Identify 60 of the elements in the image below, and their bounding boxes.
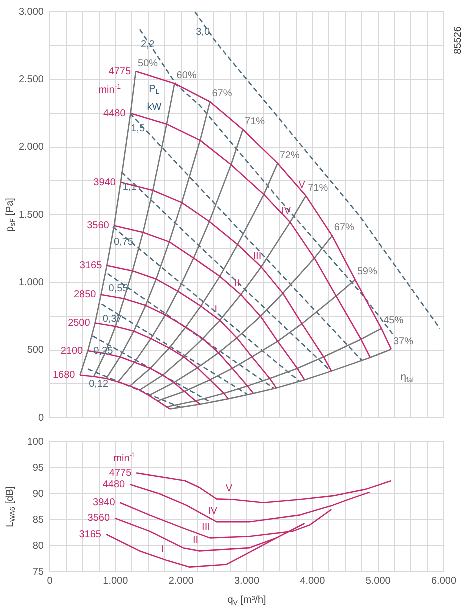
y-tick-label: 2.500	[18, 74, 44, 86]
annotation: IV	[208, 506, 218, 517]
y-tick-label: 85	[32, 514, 44, 526]
x-tick-label: 0	[47, 576, 54, 587]
series-label: 0,12	[89, 379, 109, 390]
annotation: III	[253, 250, 262, 262]
annotation: II	[192, 534, 199, 546]
y-tick-label: 95	[32, 462, 44, 474]
series-label: 3560	[87, 220, 110, 232]
series-label: 37%	[393, 336, 414, 348]
x-tick-label: 3.000	[234, 576, 260, 587]
y-tick-label: 1.500	[18, 210, 44, 221]
y-tick-label: 500	[27, 345, 44, 356]
y-tick-label: 75	[32, 566, 44, 578]
series-label: 72%	[280, 150, 300, 162]
series-label: 4480	[102, 479, 126, 490]
y-tick-label: 80	[32, 540, 44, 552]
annotation: V	[226, 483, 233, 494]
annotation: III	[202, 522, 210, 533]
x-tick-label: 6.000	[431, 576, 457, 587]
series-label: 60%	[176, 70, 197, 82]
x-tick-label: 2.000	[168, 576, 194, 587]
series-label: 2500	[68, 318, 91, 330]
series-label: 2850	[74, 290, 97, 301]
series-label: 3940	[94, 177, 116, 188]
series-label: 3165	[80, 260, 103, 272]
annotation: II	[234, 278, 240, 290]
series-label: 71%	[245, 116, 266, 128]
y-tick-label: 3.000	[18, 6, 44, 18]
annotation: kW	[147, 102, 162, 114]
series-label: 3940	[93, 498, 116, 509]
series-label: 3,0	[196, 26, 210, 38]
series-label: 1,5	[131, 123, 146, 134]
series-label: 2100	[60, 346, 84, 357]
y-tick-label: 90	[32, 488, 44, 500]
y-tick-label: 2.000	[18, 142, 44, 154]
series-label: 67%	[334, 222, 354, 234]
series-label: 4775	[109, 468, 132, 479]
series-label: 1,1	[122, 182, 138, 194]
series-label: 67%	[212, 88, 232, 100]
series-label: 4480	[104, 108, 126, 120]
series-label: 3165	[79, 529, 102, 540]
y-tick-label: 1.000	[18, 277, 44, 288]
y-tick-label: 0	[38, 412, 44, 424]
series-label: 1680	[52, 370, 76, 382]
x-tick-label: 5.000	[366, 576, 392, 587]
series-label: 71%	[308, 182, 328, 194]
series-label: 45%	[384, 315, 404, 326]
x-tick-label: 1.000	[103, 576, 129, 587]
annotation: IV	[282, 206, 292, 218]
series-label: 3560	[88, 513, 110, 524]
series-label: 4775	[108, 66, 132, 78]
annotation: V	[298, 180, 306, 191]
annotation: I	[214, 304, 218, 316]
text: 85526	[452, 26, 464, 54]
annotation: I	[162, 544, 164, 556]
y-tick-label: 100	[27, 436, 44, 448]
x-tick-label: 4.000	[300, 576, 326, 587]
series-label: 50%	[138, 58, 158, 70]
series-label: 59%	[357, 266, 378, 278]
